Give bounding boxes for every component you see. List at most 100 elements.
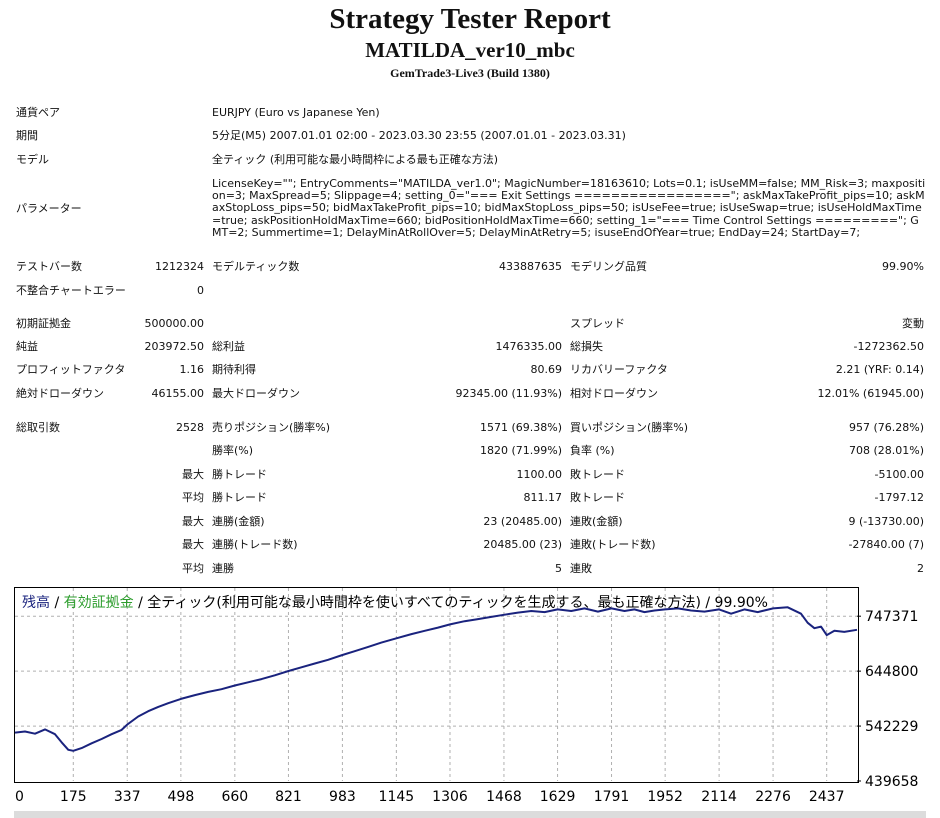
consec-loss-cnt-value: -27840.00 (7) <box>848 538 924 551</box>
x-tick-label: 983 <box>329 789 356 805</box>
params-label: パラメーター <box>16 202 82 215</box>
x-tick-label: 1306 <box>432 789 468 805</box>
balance-line <box>14 606 858 752</box>
period-label: 期間 <box>16 129 38 142</box>
y-axis-ticks: 747371 644800 542229 439658 <box>857 609 918 790</box>
gross-loss-value: -1272362.50 <box>853 340 924 353</box>
report-title: Strategy Tester Report <box>329 3 611 35</box>
x-axis-ticks: 0 175 337 498 660 821 983 1145 1306 1468 1629 1791 1… <box>15 789 845 805</box>
pf-label: プロフィットファクタ <box>16 363 126 376</box>
avg-win-label: 勝トレード <box>212 491 267 504</box>
quality-value: 99.90% <box>882 260 924 273</box>
loss-rate-value: 708 (28.01%) <box>848 444 924 457</box>
spread-label: スプレッド <box>570 317 625 330</box>
consec-win-amt-label: 連勝(金額) <box>212 515 265 528</box>
y-tick-label: 542229 <box>865 719 918 735</box>
avg-consec-win-label: 連勝 <box>212 562 234 575</box>
net-label: 純益 <box>16 340 38 353</box>
net-value: 203972.50 <box>144 340 205 353</box>
avg-win-value: 811.17 <box>523 491 563 504</box>
avg-loss-label: 敗トレード <box>570 491 625 504</box>
x-tick-label: 175 <box>60 789 87 805</box>
x-tick-label: 1791 <box>594 789 630 805</box>
legend-rest: / 全ティック(利用可能な最小時間枠を使いすべてのティックを生成する、最も正確な… <box>134 594 768 611</box>
consec-loss-amt-value: 9 (-13730.00) <box>848 515 924 528</box>
bars-value: 1212324 <box>155 260 204 273</box>
server-build: GemTrade3-Live3 (Build 1380) <box>390 66 550 80</box>
consec-win-cnt-value: 20485.00 (23) <box>483 538 562 551</box>
largest-win-value: 1100.00 <box>516 468 563 481</box>
params-value: LicenseKey=""; EntryComments="MATILDA_ve… <box>212 177 926 239</box>
x-tick-label: 821 <box>275 789 302 805</box>
long-label: 買いポジション(勝率%) <box>570 421 689 434</box>
max-label-2: 最大 <box>182 515 204 528</box>
max-label-1: 最大 <box>182 468 204 481</box>
x-tick-label: 1952 <box>647 789 683 805</box>
x-tick-label: 2114 <box>701 789 737 805</box>
legend-equity: 有効証拠金 <box>64 595 134 611</box>
largest-loss-label: 敗トレード <box>570 468 625 481</box>
consec-loss-amt-label: 連敗(金額) <box>570 515 623 528</box>
avg-consec-win-value: 5 <box>555 562 562 575</box>
win-rate-value: 1820 (71.99%) <box>479 444 562 457</box>
consec-win-cnt-label: 連勝(トレード数) <box>212 538 298 551</box>
max-label-3: 最大 <box>182 538 204 551</box>
loss-rate-label: 負率 (%) <box>570 444 615 457</box>
max-dd-value: 92345.00 (11.93%) <box>455 387 562 400</box>
abs-dd-value: 46155.00 <box>151 387 205 400</box>
expected-label: 期待利得 <box>212 363 256 376</box>
y-tick-label: 747371 <box>865 609 918 625</box>
period-value: 5分足(M5) 2007.01.01 02:00 - 2023.03.30 23… <box>212 129 626 142</box>
total-trades-value: 2528 <box>176 421 204 434</box>
rel-dd-label: 相対ドローダウン <box>570 387 658 400</box>
quality-label: モデリング品質 <box>570 260 647 273</box>
abs-dd-label: 絶対ドローダウン <box>16 387 104 400</box>
avg-loss-value: -1797.12 <box>874 491 924 504</box>
gross-loss-label: 総損失 <box>570 340 603 353</box>
gross-profit-label: 総利益 <box>212 340 245 353</box>
chart-grid <box>15 588 857 781</box>
ea-name: MATILDA_ver10_mbc <box>365 38 575 62</box>
x-tick-label: 337 <box>114 789 141 805</box>
balance-chart-frame <box>14 587 859 783</box>
model-label: モデル <box>16 153 49 166</box>
mismatch-value: 0 <box>197 284 204 297</box>
largest-win-label: 勝トレード <box>212 468 267 481</box>
x-tick-label: 660 <box>221 789 248 805</box>
avg-consec-loss-label: 連敗 <box>570 562 592 575</box>
legend-sep: / <box>50 595 64 611</box>
rel-dd-value: 12.01% (61945.00) <box>817 387 924 400</box>
bars-label: テストバー数 <box>16 260 82 273</box>
y-tick-label: 644800 <box>865 664 918 680</box>
ticks-value: 433887635 <box>499 260 562 273</box>
largest-loss-value: -5100.00 <box>874 468 924 481</box>
x-tick-label: 2276 <box>755 789 791 805</box>
gross-profit-value: 1476335.00 <box>495 340 562 353</box>
recovery-label: リカバリーファクタ <box>570 363 668 376</box>
deposit-label: 初期証拠金 <box>16 317 71 330</box>
x-tick-label: 1468 <box>486 789 522 805</box>
win-rate-label: 勝率(%) <box>212 444 254 457</box>
expected-value: 80.69 <box>530 363 563 376</box>
x-tick-label: 1145 <box>379 789 415 805</box>
x-tick-label: 2437 <box>809 789 845 805</box>
y-tick-label: 439658 <box>865 774 918 790</box>
total-trades-label: 総取引数 <box>16 421 60 434</box>
avg-label-2: 平均 <box>182 562 204 575</box>
consec-loss-cnt-label: 連敗(トレード数) <box>570 538 656 551</box>
x-tick-label: 0 <box>15 789 24 805</box>
spread-value: 変動 <box>902 317 924 330</box>
chart-lines <box>14 606 858 752</box>
pf-value: 1.16 <box>179 363 205 376</box>
ticks-label: モデルティック数 <box>212 260 300 273</box>
pair-label: 通貨ペア <box>16 106 60 119</box>
model-value: 全ティック (利用可能な最小時間枠による最も正確な方法) <box>212 153 499 166</box>
short-value: 1571 (69.38%) <box>479 421 562 434</box>
recovery-value: 2.21 (YRF: 0.14) <box>835 363 924 376</box>
consec-win-amt-value: 23 (20485.00) <box>483 515 562 528</box>
avg-consec-loss-value: 2 <box>917 562 924 575</box>
short-label: 売りポジション(勝率%) <box>212 421 331 434</box>
mismatch-label: 不整合チャートエラー <box>16 284 126 297</box>
long-value: 957 (76.28%) <box>848 421 924 434</box>
